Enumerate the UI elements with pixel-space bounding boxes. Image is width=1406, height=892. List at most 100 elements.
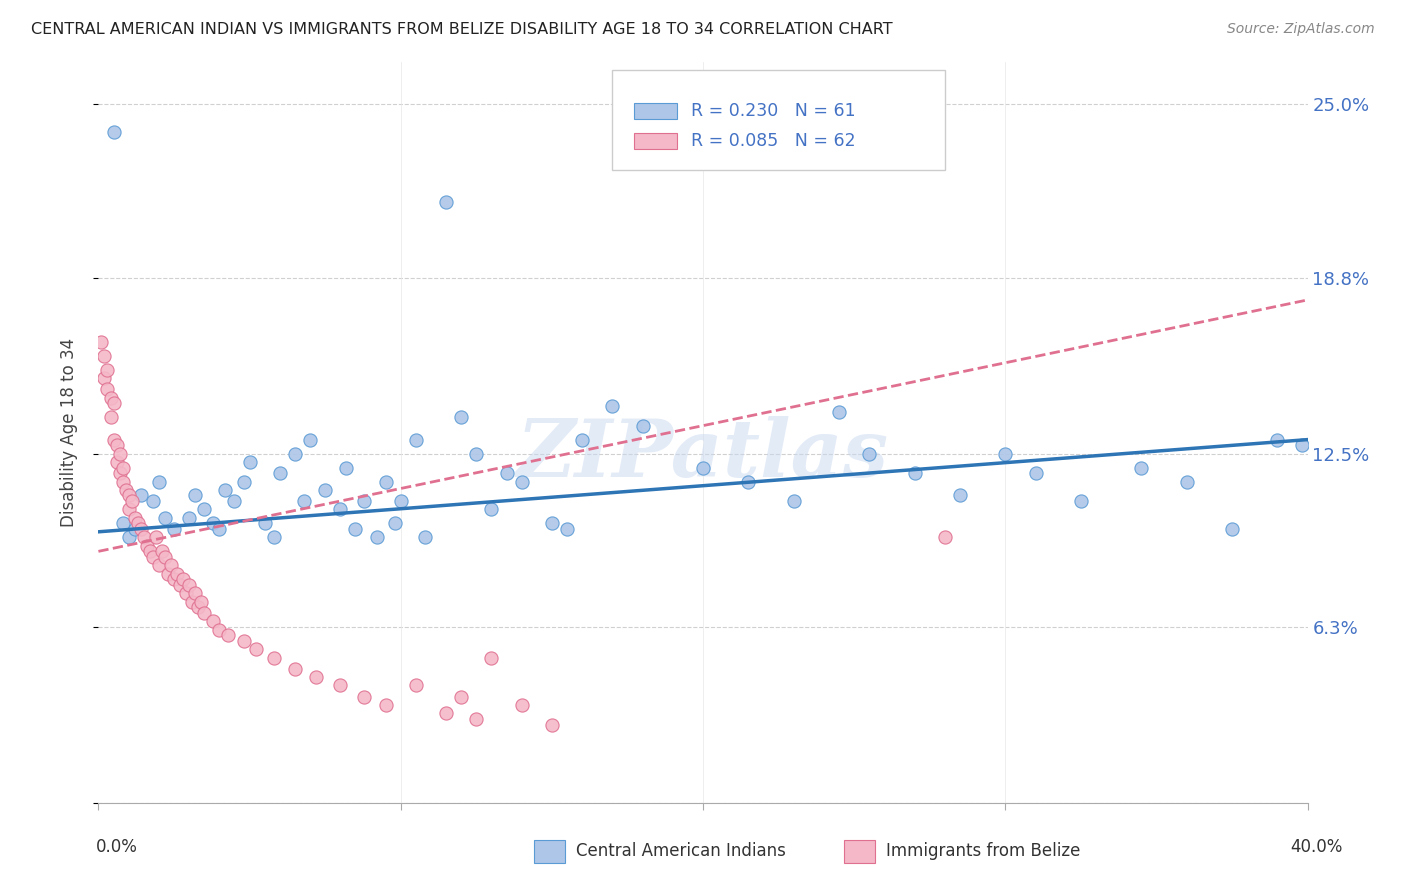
Point — [100, 410, 122, 425]
Point — [224, 494, 246, 508]
Point — [353, 494, 375, 508]
Point — [245, 642, 267, 657]
Point — [129, 488, 152, 502]
Point — [108, 466, 131, 480]
Point — [269, 466, 291, 480]
Point — [118, 488, 141, 502]
Point — [163, 522, 186, 536]
Text: R = 0.230   N = 61: R = 0.230 N = 61 — [692, 103, 856, 120]
Point — [783, 494, 806, 508]
Point — [142, 549, 165, 564]
Point — [434, 706, 457, 721]
Point — [1267, 433, 1289, 447]
Point — [121, 494, 143, 508]
Text: Central American Indians: Central American Indians — [576, 842, 786, 861]
Point — [602, 399, 624, 413]
Point — [465, 712, 488, 726]
Point — [510, 698, 533, 712]
Point — [202, 516, 225, 531]
Point — [1291, 438, 1313, 452]
Point — [1024, 466, 1046, 480]
Point — [284, 662, 307, 676]
Point — [153, 549, 176, 564]
Text: 0.0%: 0.0% — [96, 838, 138, 855]
Point — [103, 433, 125, 447]
Point — [239, 455, 262, 469]
Point — [166, 566, 188, 581]
Point — [858, 446, 880, 460]
Point — [100, 391, 122, 405]
Point — [169, 578, 191, 592]
Point — [193, 606, 215, 620]
Point — [90, 334, 112, 349]
Point — [208, 522, 231, 536]
Point — [118, 530, 141, 544]
Point — [111, 475, 134, 489]
Point — [329, 678, 352, 692]
Point — [374, 475, 396, 489]
Y-axis label: Disability Age 18 to 34: Disability Age 18 to 34 — [59, 338, 77, 527]
Point — [127, 516, 149, 531]
Point — [263, 650, 285, 665]
Text: CENTRAL AMERICAN INDIAN VS IMMIGRANTS FROM BELIZE DISABILITY AGE 18 TO 34 CORREL: CENTRAL AMERICAN INDIAN VS IMMIGRANTS FR… — [31, 22, 893, 37]
Point — [148, 558, 170, 573]
Point — [111, 516, 134, 531]
Point — [153, 511, 176, 525]
Point — [232, 475, 254, 489]
Point — [481, 502, 503, 516]
Point — [202, 614, 225, 628]
Point — [145, 530, 167, 544]
Point — [163, 572, 186, 586]
Point — [184, 488, 207, 502]
Point — [305, 670, 328, 684]
Point — [1070, 494, 1092, 508]
Point — [181, 594, 204, 608]
Point — [150, 544, 173, 558]
Point — [232, 633, 254, 648]
Point — [413, 530, 436, 544]
Point — [571, 433, 593, 447]
Point — [329, 502, 352, 516]
Point — [111, 460, 134, 475]
Point — [105, 438, 128, 452]
Point — [142, 494, 165, 508]
Point — [139, 544, 162, 558]
Point — [208, 623, 231, 637]
Point — [366, 530, 388, 544]
Point — [174, 586, 197, 600]
Point — [737, 475, 759, 489]
Point — [1220, 522, 1243, 536]
Point — [299, 433, 322, 447]
Point — [450, 410, 472, 425]
Point — [292, 494, 315, 508]
Point — [179, 511, 201, 525]
Text: ZIPatlas: ZIPatlas — [517, 416, 889, 493]
Point — [190, 594, 212, 608]
Point — [118, 502, 141, 516]
Text: R = 0.085   N = 62: R = 0.085 N = 62 — [692, 132, 856, 150]
Point — [828, 405, 851, 419]
Point — [1130, 460, 1153, 475]
Point — [214, 483, 236, 497]
Point — [114, 483, 136, 497]
Text: Source: ZipAtlas.com: Source: ZipAtlas.com — [1227, 22, 1375, 37]
Text: 40.0%: 40.0% — [1291, 838, 1343, 855]
Point — [540, 516, 562, 531]
FancyBboxPatch shape — [613, 70, 945, 169]
Point — [314, 483, 336, 497]
Point — [124, 522, 146, 536]
Point — [103, 396, 125, 410]
Point — [335, 460, 357, 475]
Point — [495, 466, 517, 480]
Point — [631, 418, 654, 433]
Point — [103, 125, 125, 139]
Bar — [634, 103, 676, 120]
Point — [434, 195, 457, 210]
Point — [949, 488, 972, 502]
Point — [179, 578, 201, 592]
Point — [540, 717, 562, 731]
Point — [263, 530, 285, 544]
Point — [184, 586, 207, 600]
Point — [450, 690, 472, 704]
Point — [344, 522, 367, 536]
